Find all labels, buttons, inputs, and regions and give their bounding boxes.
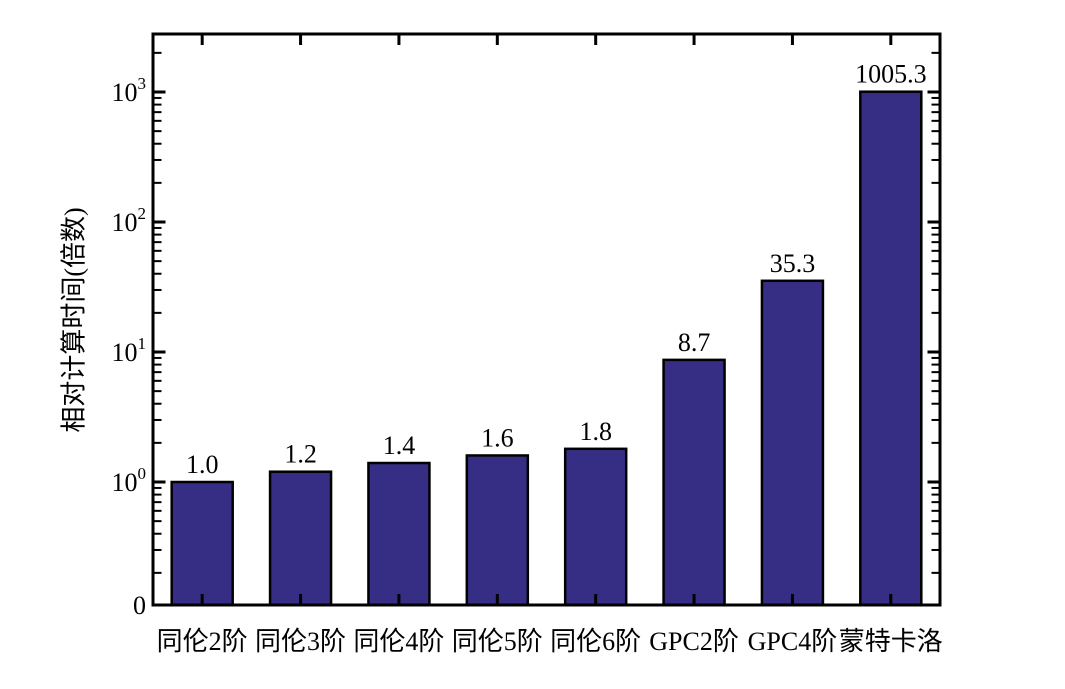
bar-value-label: 1.8 bbox=[579, 417, 612, 446]
x-category-label: GPC2阶 bbox=[649, 627, 739, 656]
bar-value-label: 1.6 bbox=[481, 423, 514, 452]
bar bbox=[268, 470, 333, 607]
x-category-label: 同伦4阶 bbox=[353, 627, 444, 656]
y-tick-label: 103 bbox=[112, 74, 147, 107]
bar-value-label: 1.0 bbox=[186, 450, 219, 479]
bar-value-label: 8.7 bbox=[678, 328, 711, 357]
x-category-label: 蒙特卡洛 bbox=[839, 627, 943, 656]
x-category-label: GPC4阶 bbox=[748, 627, 838, 656]
bar-value-label: 1.2 bbox=[284, 440, 317, 469]
bar-value-label: 1.4 bbox=[383, 431, 416, 460]
bar bbox=[662, 358, 726, 607]
bar bbox=[760, 279, 825, 607]
x-category-label: 同伦5阶 bbox=[452, 627, 543, 656]
x-category-label: 同伦6阶 bbox=[550, 627, 641, 656]
y-tick-label: 100 bbox=[112, 464, 147, 497]
x-category-label: 同伦2阶 bbox=[157, 627, 248, 656]
bar bbox=[859, 90, 923, 607]
y-zero-label: 0 bbox=[133, 591, 146, 620]
bar-value-label: 35.3 bbox=[770, 249, 816, 278]
x-category-label: 同伦3阶 bbox=[255, 627, 346, 656]
bar bbox=[170, 480, 234, 607]
bar bbox=[563, 447, 628, 607]
y-tick-label: 101 bbox=[112, 334, 147, 367]
y-axis-title: 相对计算时间(倍数) bbox=[59, 207, 89, 433]
bar-value-label: 1005.3 bbox=[855, 60, 927, 89]
plot-frame bbox=[151, 32, 942, 607]
y-tick-label: 102 bbox=[112, 204, 147, 237]
bar bbox=[367, 461, 431, 607]
bar bbox=[465, 454, 530, 607]
